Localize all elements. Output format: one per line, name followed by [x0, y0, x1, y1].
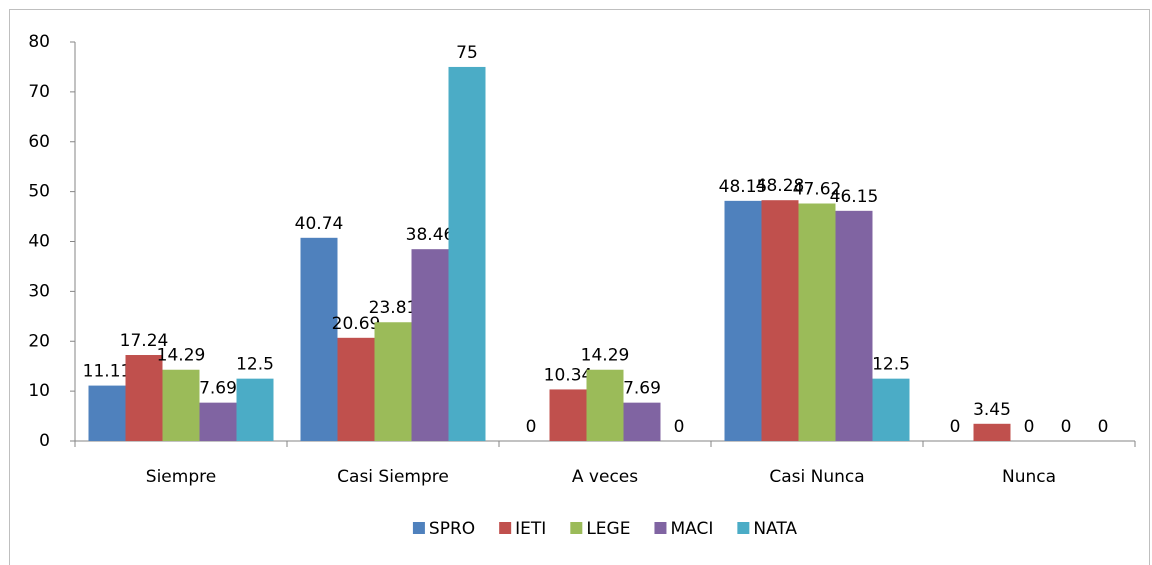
bar [374, 322, 412, 441]
bar [162, 369, 200, 441]
bar [337, 337, 375, 441]
legend-label: NATA [753, 519, 797, 539]
data-label: 14.29 [157, 346, 206, 366]
legend-label: LEGE [586, 519, 630, 539]
y-tick-label: 70 [28, 82, 50, 102]
bar [199, 402, 237, 441]
bar [623, 402, 661, 441]
legend-label: MACI [670, 519, 713, 539]
bar [411, 249, 449, 441]
bar [236, 378, 274, 441]
bar [724, 200, 762, 441]
legend-swatch [654, 522, 667, 534]
x-tick-label: Casi Siempre [337, 467, 449, 487]
y-tick-label: 80 [28, 32, 50, 52]
data-label: 46.15 [830, 187, 879, 207]
data-label: 17.24 [120, 331, 169, 351]
y-tick-label: 10 [28, 381, 50, 401]
bar [798, 203, 836, 441]
chart-frame [9, 9, 1150, 565]
y-tick-label: 0 [39, 431, 50, 451]
data-label: 0 [1061, 417, 1072, 437]
bar [549, 389, 587, 441]
data-label: 7.69 [199, 379, 237, 399]
data-label: 40.74 [295, 214, 344, 234]
bar [586, 369, 624, 441]
legend-swatch [570, 522, 583, 534]
data-label: 11.11 [83, 362, 132, 382]
data-label: 3.45 [973, 400, 1011, 420]
data-label: 7.69 [623, 379, 661, 399]
data-label: 48.15 [719, 177, 768, 197]
x-tick-label: A veces [572, 467, 638, 487]
data-label: 12.5 [236, 355, 274, 375]
data-label: 47.62 [793, 179, 842, 199]
y-tick-label: 40 [28, 232, 50, 252]
data-label: 0 [1098, 417, 1109, 437]
y-tick-label: 60 [28, 132, 50, 152]
x-tick-label: Siempre [146, 467, 216, 487]
bar [872, 378, 910, 441]
bar [448, 66, 486, 441]
bar [761, 200, 799, 441]
legend-label: IETI [515, 519, 546, 539]
legend-swatch [737, 522, 750, 534]
data-label: 20.69 [332, 314, 381, 334]
data-label: 12.5 [872, 355, 910, 375]
data-label: 48.28 [756, 176, 805, 196]
data-label: 38.46 [406, 225, 455, 245]
data-label: 10.34 [544, 365, 593, 385]
legend-swatch [412, 522, 425, 534]
data-label: 0 [674, 417, 685, 437]
bar [973, 423, 1011, 441]
x-tick-label: Casi Nunca [769, 467, 864, 487]
data-label: 0 [1024, 417, 1035, 437]
data-label: 75 [456, 43, 478, 63]
y-tick-label: 30 [28, 281, 50, 301]
legend-label: SPRO [429, 519, 475, 539]
data-label: 0 [950, 417, 961, 437]
data-label: 0 [526, 417, 537, 437]
data-label: 14.29 [581, 346, 630, 366]
data-label: 23.81 [369, 298, 418, 318]
y-tick-label: 50 [28, 182, 50, 202]
bar [300, 237, 338, 441]
legend-swatch [499, 522, 512, 534]
bar [125, 355, 163, 441]
bar [88, 385, 126, 441]
y-tick-label: 20 [28, 331, 50, 351]
bar [835, 210, 873, 441]
x-tick-label: Nunca [1002, 467, 1056, 487]
